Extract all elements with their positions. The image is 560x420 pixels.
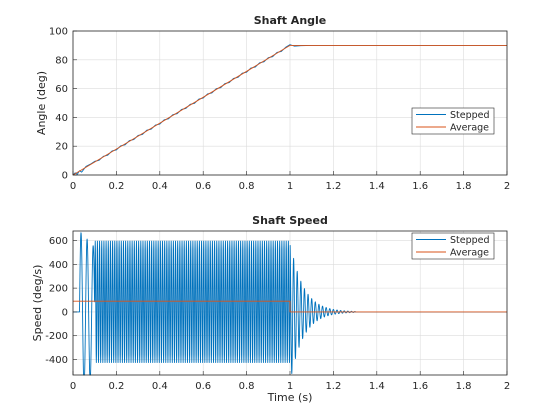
speed-y-tick-label: -400 (45, 355, 68, 366)
speed-x-axis-label: Time (s) (267, 391, 313, 404)
angle-y-tick-label: 40 (55, 113, 68, 124)
angle-x-tick-label: 1.6 (412, 181, 428, 192)
speed-legend-average-label: Average (450, 248, 489, 259)
speed-x-tick-label: 1.8 (456, 381, 472, 392)
speed-x-tick-label: 0.8 (239, 381, 255, 392)
speed-series (72, 232, 508, 376)
speed-y-tick-label: 400 (49, 260, 68, 271)
speed-x-tick-label: 1.2 (325, 381, 341, 392)
angle-y-tick-label: 20 (55, 142, 68, 153)
speed-x-tick-label: 1 (287, 381, 293, 392)
speed-x-tick-label: 0 (70, 381, 76, 392)
angle-x-tick-label: 0.8 (239, 181, 255, 192)
speed-legend-stepped-label: Stepped (450, 235, 490, 246)
angle-y-tick-label: 60 (55, 84, 68, 95)
angle-x-tick-label: 1 (287, 181, 293, 192)
angle-x-tick-label: 0.6 (195, 181, 211, 192)
angle-series-average-line (72, 44, 507, 176)
angle-x-tick-label: 1.4 (369, 181, 385, 192)
speed-x-tick-label: 1.4 (369, 381, 385, 392)
speed-y-axis-label: Speed (deg/s) (31, 265, 44, 342)
angle-legend-box (411, 107, 495, 135)
angle-x-tick-label: 1.2 (325, 181, 341, 192)
angle-x-tick-label: 2 (504, 181, 510, 192)
speed-x-tick-label: 0.6 (195, 381, 211, 392)
speed-chart-title: Shaft Speed (252, 214, 328, 227)
speed-y-tick-label: -200 (45, 331, 68, 342)
speed-y-tick-label: 200 (49, 284, 68, 295)
angle-chart-title: Shaft Angle (254, 14, 327, 27)
angle-series (72, 44, 507, 176)
angle-x-tick-label: 0.4 (152, 181, 168, 192)
speed-legend-box (411, 232, 495, 260)
speed-x-tick-label: 2 (504, 381, 510, 392)
angle-axes: 0 0.2 0.4 0.6 0.8 1 1.2 1.4 1.6 1.8 2020406080100 … (35, 14, 510, 192)
angle-y-tick-label: 100 (49, 27, 68, 38)
angle-legend-stepped-label: Stepped (450, 110, 490, 121)
speed-x-tick-label: 0.4 (152, 381, 168, 392)
speed-y-tick-label: 600 (49, 236, 68, 247)
angle-x-tick-label: 0 (70, 181, 76, 192)
speed-axes: 0 0.2 0.4 0.6 0.8 1 1.2 1.4 1.6 1.8 2 -400 -200 0 200 4… (31, 214, 510, 404)
speed-legend: Stepped Average (411, 232, 495, 260)
speed-x-tick-label: 1.6 (412, 381, 428, 392)
angle-y-axis-label: Angle (deg) (35, 71, 48, 135)
angle-y-tick-label: 80 (55, 55, 68, 66)
speed-y-tick-label: 0 (62, 307, 68, 318)
angle-legend-average-label: Average (450, 123, 489, 134)
angle-legend: Stepped Average (411, 107, 495, 135)
angle-y-tick-label: 0 (62, 171, 68, 182)
speed-series-average-line (73, 300, 507, 313)
speed-x-tick-label: 0.2 (108, 381, 124, 392)
speed-ticks: 0 0.2 0.4 0.6 0.8 1 1.2 1.4 1.6 1.8 2 -400 -200 0 200 4… (45, 236, 510, 392)
angle-x-tick-label: 0.2 (108, 181, 124, 192)
angle-x-tick-label: 1.8 (456, 181, 472, 192)
